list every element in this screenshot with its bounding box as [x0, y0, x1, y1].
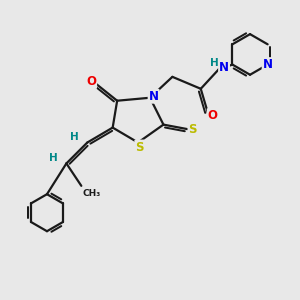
Text: N: N	[219, 61, 229, 74]
Text: S: S	[135, 140, 144, 154]
Text: H: H	[50, 153, 58, 163]
Text: N: N	[262, 58, 273, 71]
Text: O: O	[86, 75, 96, 88]
Text: H: H	[70, 132, 79, 142]
Text: S: S	[188, 123, 197, 136]
Text: N: N	[148, 90, 159, 103]
Text: CH₃: CH₃	[83, 189, 101, 198]
Text: H: H	[210, 58, 219, 68]
Text: O: O	[208, 109, 218, 122]
